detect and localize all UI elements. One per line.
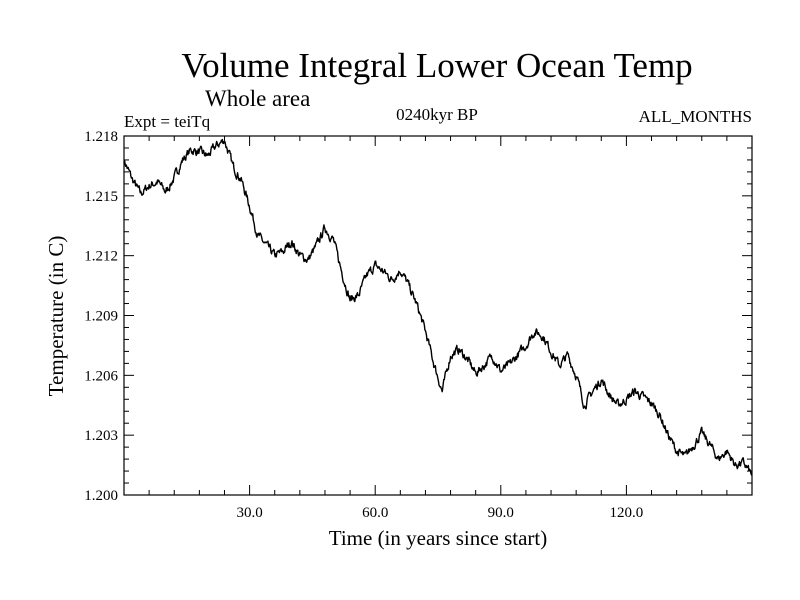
experiment-label: Expt = teiTq (124, 112, 211, 131)
period-label: 0240kyr BP (396, 105, 478, 124)
y-tick-label: 1.203 (84, 428, 118, 444)
x-tick-label: 90.0 (488, 505, 514, 521)
y-tick-label: 1.200 (84, 488, 118, 504)
series-layer (123, 138, 753, 476)
y-axis-label: Temperature (in C) (44, 236, 68, 397)
y-tick-label: 1.218 (84, 129, 118, 145)
x-axis: 30.0 60.0 90.0 120.0 (148, 136, 728, 521)
x-tick-label: 60.0 (362, 505, 388, 521)
x-tick-label: 30.0 (236, 505, 262, 521)
y-tick-label: 1.209 (84, 309, 118, 325)
chart-subtitle: Whole area (205, 86, 310, 111)
months-label: ALL_MONTHS (639, 107, 752, 126)
x-tick-label: 120.0 (610, 505, 644, 521)
plot-frame (123, 135, 753, 496)
y-tick-label: 1.206 (84, 368, 118, 384)
y-tick-label: 1.215 (84, 189, 118, 205)
chart-title: Volume Integral Lower Ocean Temp (181, 46, 692, 85)
y-tick-label: 1.212 (84, 249, 118, 265)
series-line (123, 138, 753, 476)
x-axis-label: Time (in years since start) (329, 526, 548, 550)
y-axis: 1.200 1.203 1.206 1.209 1.212 1.215 1.218 (84, 129, 752, 504)
